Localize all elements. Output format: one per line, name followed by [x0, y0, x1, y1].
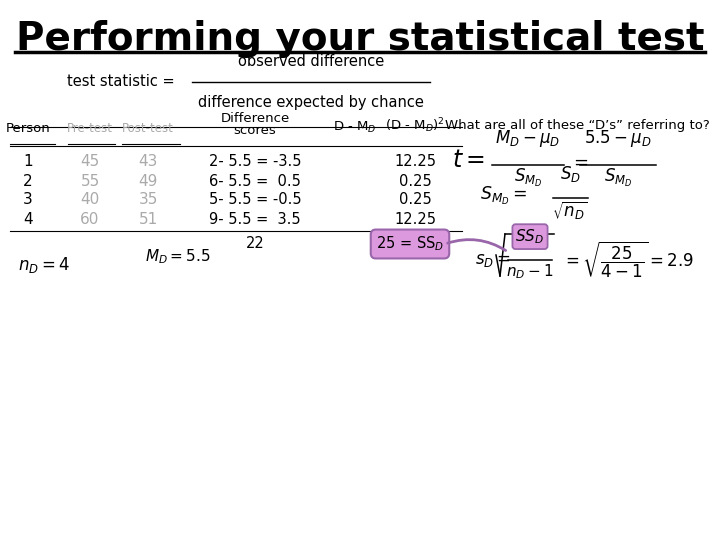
Text: Pre-test: Pre-test	[67, 122, 113, 135]
Text: 40: 40	[81, 192, 99, 207]
Text: $=$: $=$	[570, 153, 589, 171]
Text: $n_D-1$: $n_D-1$	[506, 262, 554, 281]
Text: 0.25: 0.25	[399, 174, 431, 190]
Text: $S_{M_D}$: $S_{M_D}$	[604, 167, 632, 189]
Text: 35: 35	[138, 192, 158, 207]
Text: 2- 5.5 = -3.5: 2- 5.5 = -3.5	[209, 154, 301, 170]
Text: 12.25: 12.25	[394, 213, 436, 227]
Text: $S_D$: $S_D$	[559, 164, 580, 184]
Text: scores: scores	[233, 124, 276, 137]
Text: D - M$_D$: D - M$_D$	[333, 120, 377, 135]
Text: 6- 5.5 =  0.5: 6- 5.5 = 0.5	[209, 174, 301, 190]
Text: 0.25: 0.25	[399, 192, 431, 207]
Text: (D - M$_D$)$^2$: (D - M$_D$)$^2$	[385, 116, 445, 135]
Text: 2: 2	[23, 174, 33, 190]
Text: Post-test: Post-test	[122, 122, 174, 135]
Text: 9- 5.5 =  3.5: 9- 5.5 = 3.5	[210, 213, 301, 227]
Text: 22: 22	[246, 237, 264, 252]
Text: observed difference: observed difference	[238, 54, 384, 69]
Text: Person: Person	[6, 122, 50, 135]
Text: $n_D = 4$: $n_D = 4$	[18, 255, 70, 275]
Text: Performing your statistical test: Performing your statistical test	[16, 20, 704, 58]
Text: 3: 3	[23, 192, 33, 207]
Text: 60: 60	[81, 213, 99, 227]
Text: Difference: Difference	[220, 112, 289, 125]
Text: What are all of these “D’s” referring to?: What are all of these “D’s” referring to…	[445, 118, 710, 132]
Text: 5- 5.5 = -0.5: 5- 5.5 = -0.5	[209, 192, 301, 207]
Text: $S_{M_D}$: $S_{M_D}$	[514, 167, 542, 189]
Text: difference expected by chance: difference expected by chance	[198, 95, 424, 110]
Text: $M_D = 5.5$: $M_D = 5.5$	[145, 248, 211, 266]
Text: $5.5 - \mu_D$: $5.5 - \mu_D$	[584, 128, 652, 149]
Text: $M_D - \mu_D$: $M_D - \mu_D$	[495, 128, 561, 149]
Text: $SS_D$: $SS_D$	[516, 227, 544, 246]
Text: $s_D =$: $s_D =$	[475, 251, 510, 269]
Text: 1: 1	[23, 154, 33, 170]
Text: 45: 45	[81, 154, 99, 170]
Text: 12.25: 12.25	[394, 154, 436, 170]
Text: 4: 4	[23, 213, 33, 227]
Text: 49: 49	[138, 174, 158, 190]
Text: $t =$: $t =$	[452, 148, 485, 172]
Text: $S_{M_D} =$: $S_{M_D} =$	[480, 185, 527, 207]
Text: $= \sqrt{\dfrac{25}{4-1}} = 2.9$: $= \sqrt{\dfrac{25}{4-1}} = 2.9$	[562, 240, 694, 280]
Text: test statistic =: test statistic =	[68, 75, 175, 90]
Text: 25 = SS$_D$: 25 = SS$_D$	[376, 235, 444, 253]
Text: $\sqrt{n_D}$: $\sqrt{n_D}$	[552, 200, 588, 222]
Text: 43: 43	[138, 154, 158, 170]
Text: 55: 55	[81, 174, 99, 190]
Text: 51: 51	[138, 213, 158, 227]
